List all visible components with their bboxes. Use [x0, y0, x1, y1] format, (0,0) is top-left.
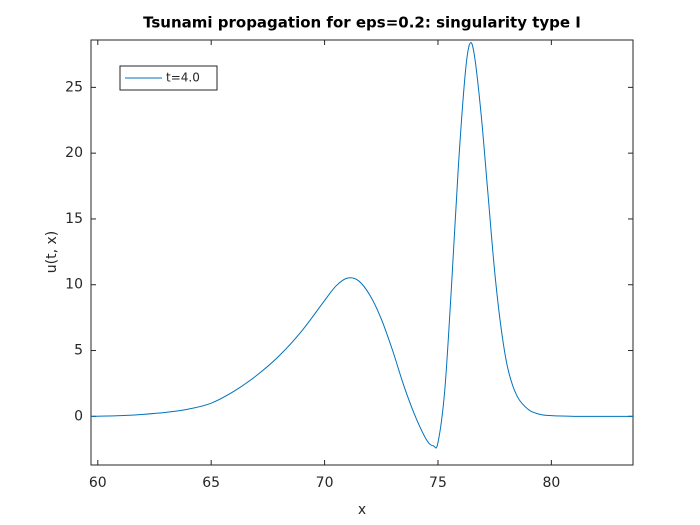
data-line	[90, 42, 633, 449]
plot-area	[90, 39, 634, 466]
y-axis-label: u(t, x)	[44, 231, 60, 273]
chart-title: Tsunami propagation for eps=0.2: singula…	[143, 14, 581, 32]
legend-label: t=4.0	[166, 71, 200, 85]
x-tick-label: 70	[316, 475, 334, 491]
x-tick-label: 65	[202, 475, 220, 491]
y-tick-label: 10	[65, 277, 83, 293]
x-axis-label: x	[358, 502, 366, 518]
x-tick-label: 80	[542, 475, 560, 491]
y-tick-label: 5	[74, 343, 83, 359]
x-tick-label: 75	[429, 475, 447, 491]
y-tick-label: 20	[65, 145, 83, 161]
x-tick-label: 60	[89, 475, 107, 491]
y-tick-label: 15	[65, 211, 83, 227]
y-tick-label: 0	[74, 408, 83, 424]
y-tick-label: 25	[65, 79, 83, 95]
